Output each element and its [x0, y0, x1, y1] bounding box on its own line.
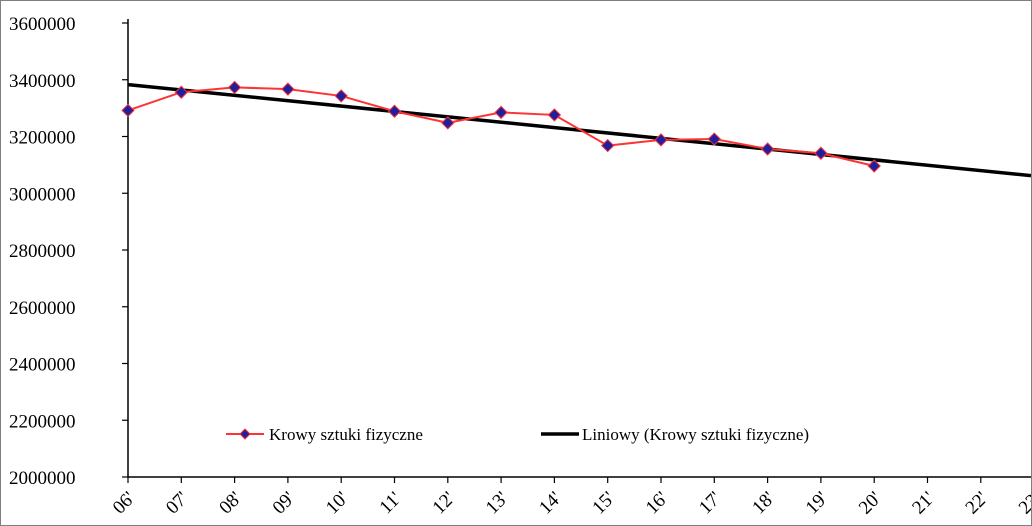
- x-tick-label: 22': [962, 488, 993, 519]
- x-tick-label: 13': [482, 488, 513, 519]
- x-tick-label: 18': [748, 488, 779, 519]
- data-point: [707, 132, 722, 146]
- data-point: [814, 146, 828, 160]
- data-point: [547, 108, 562, 122]
- x-tick-label: 15': [588, 488, 619, 519]
- legend-label-trend: Liniowy (Krowy sztuki fizyczne): [582, 425, 809, 444]
- data-point: [760, 142, 775, 156]
- data-point: [334, 89, 348, 103]
- data-point: [281, 82, 295, 96]
- x-tick-label: 19': [802, 488, 833, 519]
- x-tick-label: 17': [695, 488, 726, 519]
- y-tick-label: 3200000: [9, 128, 76, 149]
- legend-label-series: Krowy sztuki fizyczne: [269, 425, 423, 444]
- x-tick-label: 14': [535, 488, 566, 519]
- y-tick-label: 2200000: [9, 411, 76, 432]
- y-tick-label: 2000000: [9, 468, 76, 489]
- y-tick-label: 2400000: [9, 355, 76, 376]
- legend-marker-series: [239, 428, 251, 440]
- x-tick-label: 12': [429, 488, 460, 519]
- y-tick-label: 2600000: [9, 298, 76, 319]
- y-tick-label: 3000000: [9, 184, 76, 205]
- y-tick-label: 2800000: [9, 241, 76, 262]
- series-line: [127, 86, 875, 167]
- data-point: [121, 103, 135, 118]
- x-tick-label: 20': [855, 488, 886, 519]
- data-point: [441, 116, 455, 130]
- data-point: [494, 105, 508, 120]
- data-point: [174, 85, 189, 99]
- data-point: [227, 80, 242, 95]
- x-tick-label: 09': [269, 488, 300, 519]
- y-tick-label: 3600000: [9, 14, 76, 35]
- x-tick-label: 06': [109, 488, 140, 519]
- x-tick-label: 08': [215, 488, 246, 519]
- x-tick-label: 10': [322, 488, 353, 519]
- data-point: [600, 138, 615, 153]
- x-tick-label: 07': [162, 488, 193, 519]
- x-tick-label: 11': [376, 488, 406, 518]
- data-point: [867, 159, 881, 173]
- y-tick-label: 3400000: [9, 71, 76, 92]
- data-point: [387, 104, 402, 118]
- data-point: [654, 133, 668, 147]
- x-tick-label: 23': [1015, 488, 1031, 519]
- x-tick-label: 16': [642, 488, 673, 519]
- x-tick-label: 21': [908, 488, 939, 519]
